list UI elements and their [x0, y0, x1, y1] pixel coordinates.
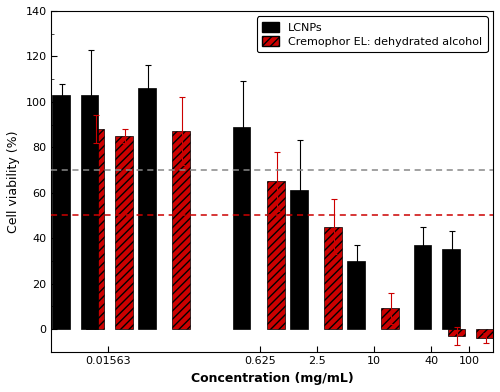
Y-axis label: Cell viability (%): Cell viability (%) [7, 130, 20, 232]
Bar [233, 127, 250, 329]
Bar [382, 309, 399, 329]
Bar [448, 329, 465, 336]
Bar [138, 88, 156, 329]
Bar [442, 249, 460, 329]
X-axis label: Concentration (mg/mL): Concentration (mg/mL) [191, 372, 354, 385]
Bar [347, 261, 364, 329]
Bar [290, 191, 308, 329]
Bar [86, 129, 104, 329]
Bar [115, 136, 132, 329]
Bar [414, 245, 431, 329]
Bar [267, 181, 284, 329]
Bar [81, 95, 98, 329]
Bar [172, 131, 190, 329]
Bar [324, 227, 342, 329]
Bar [476, 329, 494, 338]
Bar [52, 95, 70, 329]
Legend: LCNPs, Cremophor EL: dehydrated alcohol: LCNPs, Cremophor EL: dehydrated alcohol [256, 16, 488, 53]
